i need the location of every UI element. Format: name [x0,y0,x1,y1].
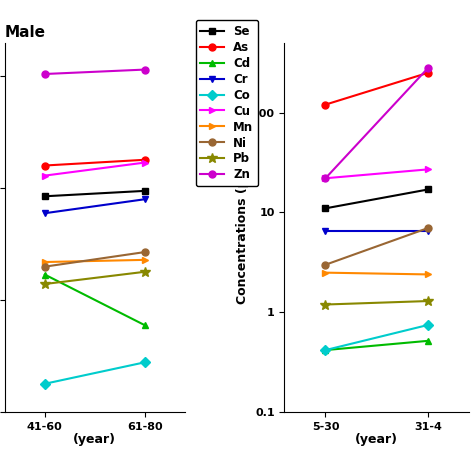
X-axis label: (year): (year) [356,434,398,447]
Text: Male: Male [5,25,46,40]
X-axis label: (year): (year) [73,434,116,447]
Y-axis label: Concentrations (μg/L): Concentrations (μg/L) [236,151,249,304]
Legend: Se, As, Cd, Cr, Co, Cu, Mn, Ni, Pb, Zn: Se, As, Cd, Cr, Co, Cu, Mn, Ni, Pb, Zn [195,20,258,186]
